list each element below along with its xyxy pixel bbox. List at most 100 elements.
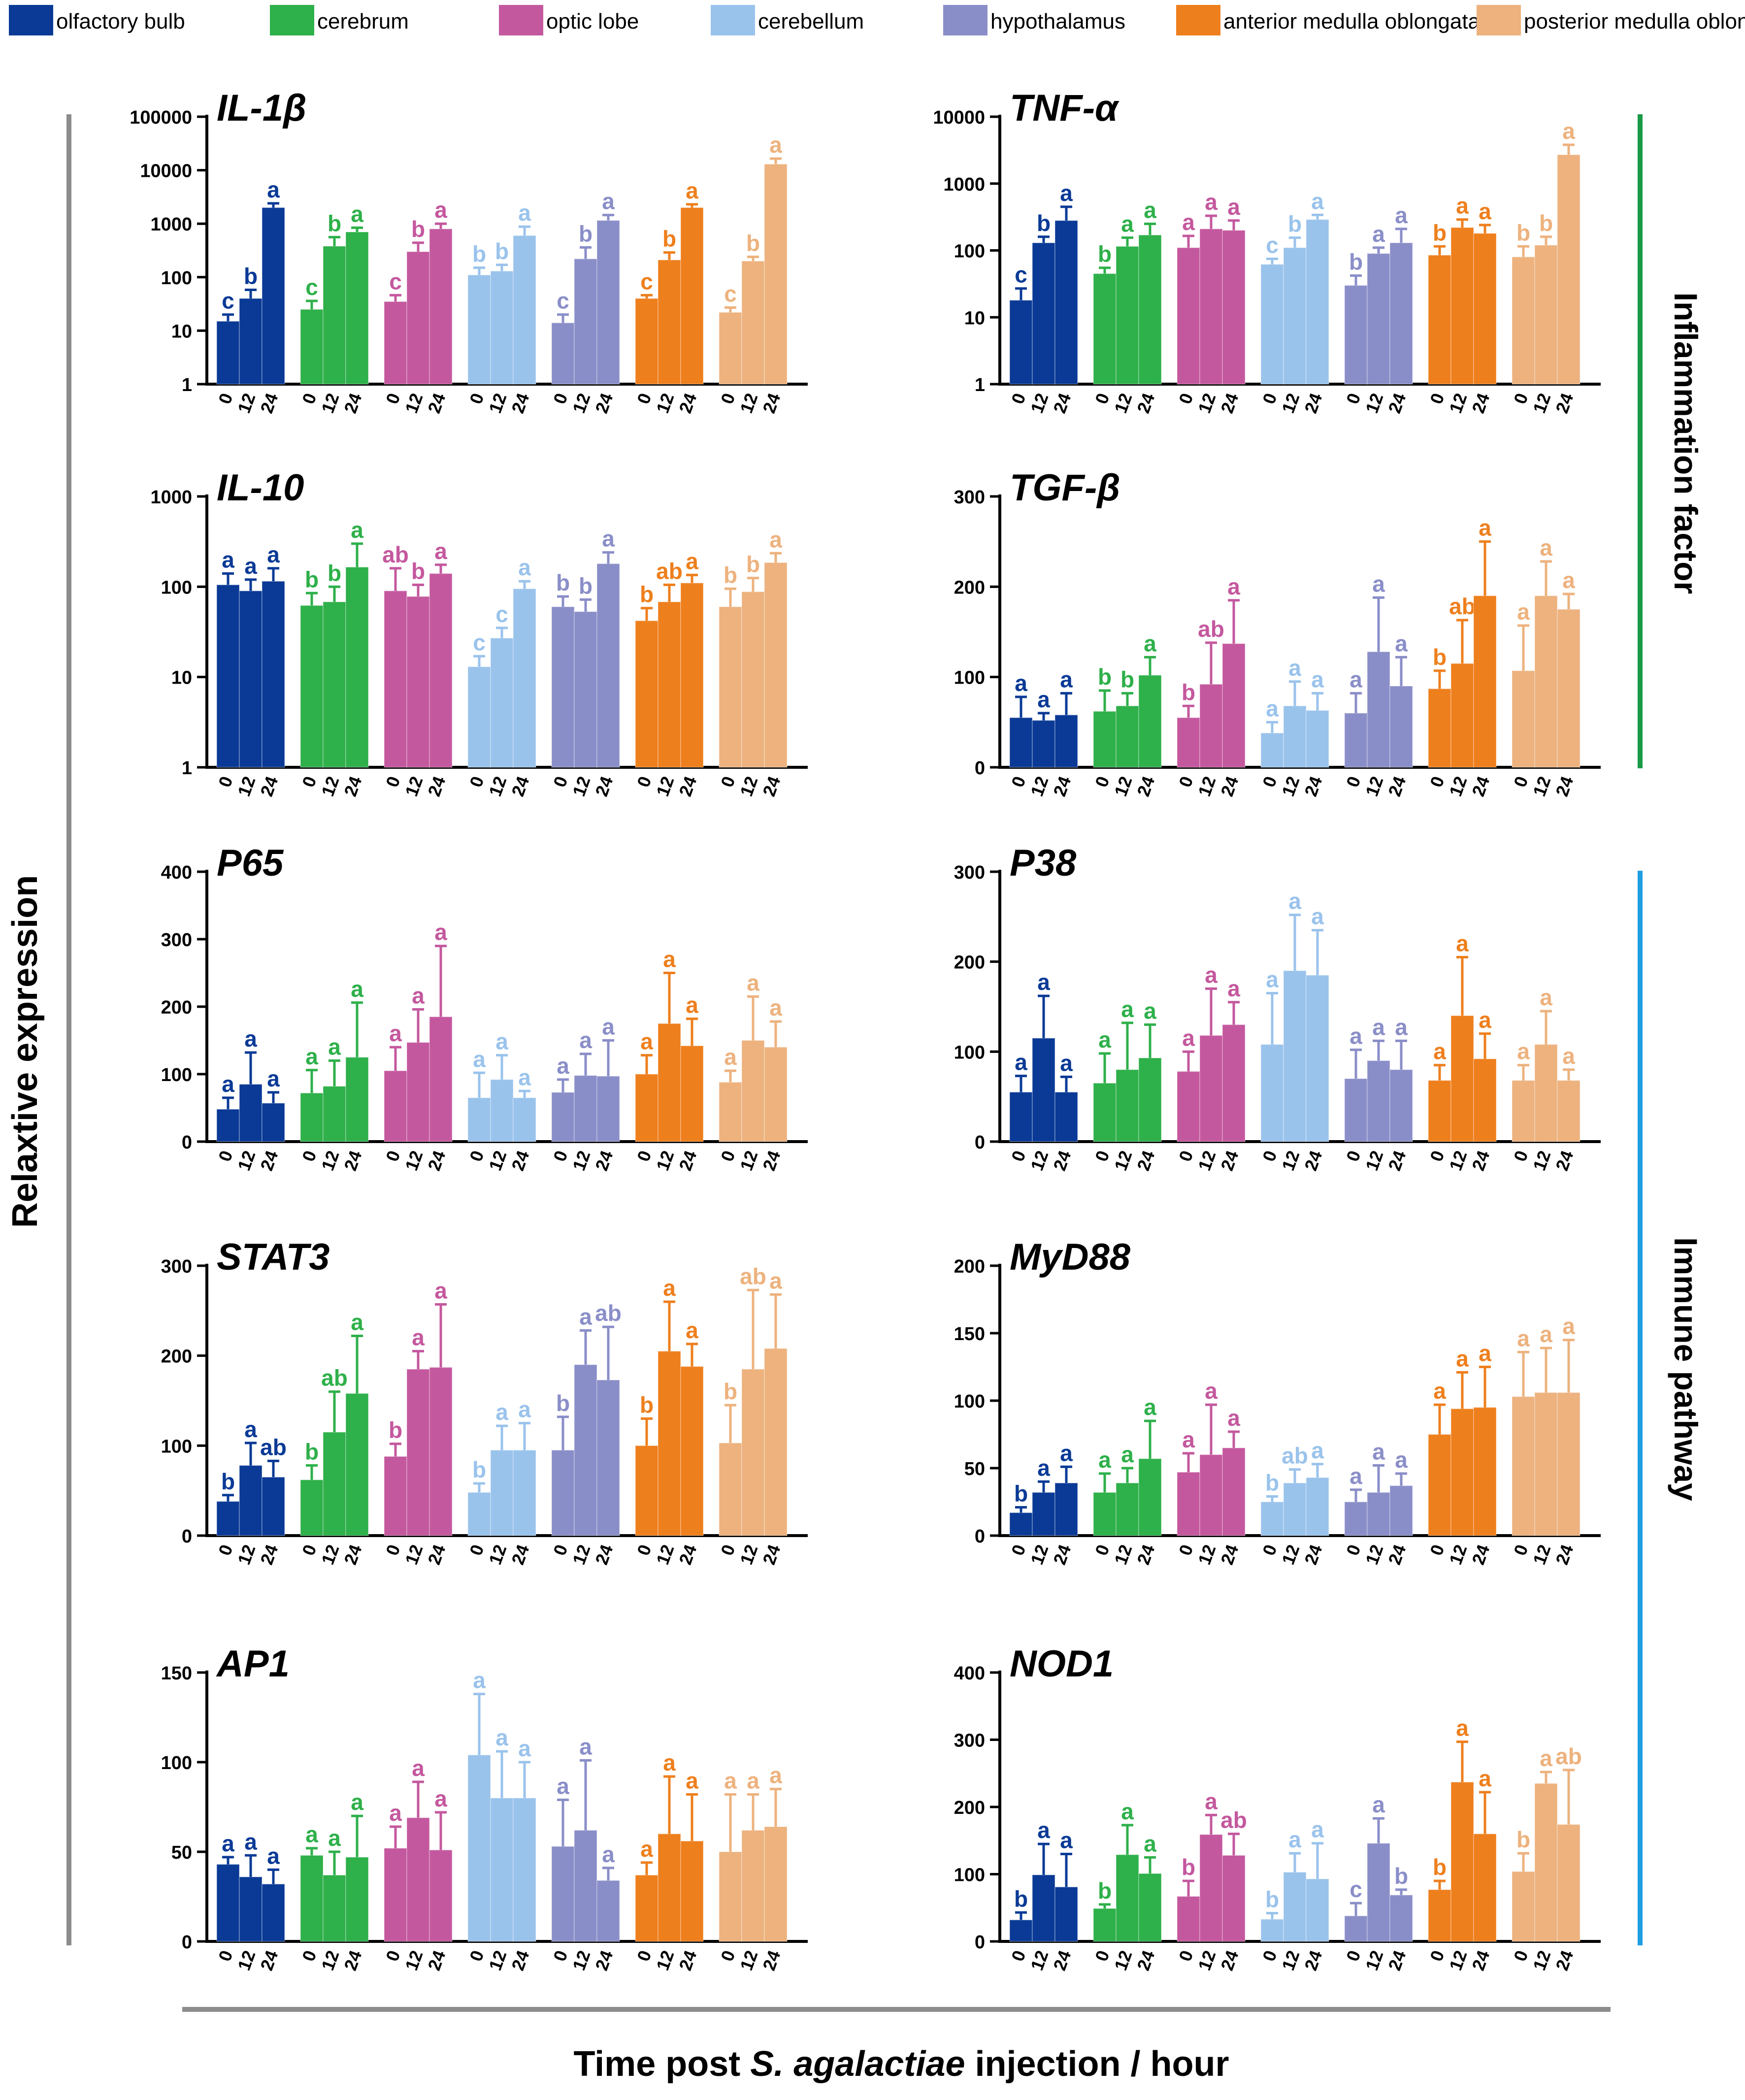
x-tick-label: 0 (1258, 774, 1281, 790)
bar-olfactory-bulb-24h (1054, 714, 1078, 768)
panel-title: AP1 (216, 1643, 290, 1685)
significance-letter: a (1060, 1828, 1073, 1853)
significance-letter: a (1456, 931, 1469, 956)
x-tick-label: 12 (485, 1948, 510, 1973)
significance-letter: a (1517, 1325, 1530, 1351)
panel-il-1: 1 10 100 1000 10000 100000 IL-1β c 0 b 12 a 24 c 0 b 12 a… (130, 87, 808, 416)
bar-posterior-medulla-oblongata-0h (719, 1443, 742, 1536)
bar-anterior-medulla-oblongata-24h (680, 207, 704, 385)
y-tick-label: 300 (161, 1256, 192, 1277)
x-tick-label: 24 (1049, 391, 1075, 416)
bar-cerebellum-24h (513, 1097, 536, 1142)
legend-label-cerebellum: cerebellum (758, 9, 864, 33)
x-tick-label: 0 (717, 774, 739, 790)
y-tick-label: 0 (182, 1932, 192, 1953)
significance-letter: a (1311, 1438, 1324, 1463)
legend-swatch-posterior-medulla-oblongata (1477, 5, 1521, 35)
bar-olfactory-bulb-24h (1054, 1091, 1078, 1142)
significance-letter: a (557, 1053, 569, 1079)
bar-olfactory-bulb-0h (1009, 1091, 1033, 1142)
bar-hypothalamus-12h (574, 258, 597, 385)
bar-cerebrum-12h (323, 1432, 346, 1536)
x-tick-label: 24 (424, 1948, 449, 1973)
significance-letter: a (305, 1044, 318, 1069)
x-tick-label: 0 (1175, 774, 1197, 790)
bar-hypothalamus-24h (596, 563, 620, 768)
significance-letter: b (1433, 644, 1447, 670)
bar-posterior-medulla-oblongata-0h (719, 1082, 742, 1142)
x-tick-label: 0 (298, 1542, 320, 1558)
bar-anterior-medulla-oblongata-24h (680, 1045, 704, 1142)
significance-letter: ab (382, 542, 409, 567)
significance-letter: b (1394, 1863, 1408, 1889)
x-tick-label: 24 (1468, 1542, 1493, 1568)
bar-posterior-medulla-oblongata-24h (1557, 1824, 1580, 1942)
significance-letter: b (1265, 1470, 1279, 1496)
x-tick-label: 0 (382, 1542, 404, 1558)
x-tick-label: 24 (758, 1948, 784, 1973)
x-tick-label: 12 (652, 1542, 678, 1568)
bar-cerebrum-0h (300, 1092, 324, 1142)
x-tick-label: 0 (298, 1148, 320, 1164)
bar-posterior-medulla-oblongata-12h (741, 1830, 765, 1942)
significance-letter: a (1540, 535, 1552, 560)
significance-letter: a (1205, 962, 1218, 987)
significance-letter: a (602, 189, 615, 214)
bar-cerebellum-0h (1260, 1919, 1284, 1942)
bar-cerebrum-24h (1138, 1873, 1162, 1942)
x-tick-label: 0 (549, 391, 571, 407)
significance-letter: a (328, 1034, 341, 1060)
significance-letter: c (389, 268, 402, 294)
significance-letter: a (1517, 599, 1530, 624)
bar-posterior-medulla-oblongata-12h (741, 1369, 765, 1536)
y-tick-label: 150 (161, 1663, 192, 1684)
significance-letter: a (724, 1044, 737, 1070)
x-tick-label: 24 (758, 774, 784, 799)
panel-tnf: 1 10 100 1000 10000 TNF-α c 0 b 12 a 24 b 0 a 12 a 24 a 0 a 1… (933, 87, 1601, 416)
x-tick-label: 24 (1217, 1948, 1242, 1973)
x-tick-label: 0 (1175, 391, 1197, 407)
significance-letter: a (1037, 1455, 1050, 1480)
panel-title: P38 (1010, 842, 1077, 884)
bar-anterior-medulla-oblongata-24h (1473, 233, 1497, 385)
significance-letter: a (1372, 221, 1385, 247)
significance-letter: a (1227, 194, 1240, 220)
significance-letter: b (1098, 664, 1112, 689)
legend: olfactory bulb cerebrum optic lobe cerebell… (9, 5, 1745, 35)
x-tick-label: 0 (1426, 774, 1448, 790)
bar-optic-lobe-24h (429, 1849, 453, 1942)
significance-letter: a (1098, 1027, 1111, 1052)
bar-olfactory-bulb-24h (1054, 1482, 1078, 1536)
bar-cerebellum-0h (467, 1097, 491, 1142)
panel-title: TNF-α (1010, 87, 1119, 129)
bar-optic-lobe-0h (1177, 247, 1200, 385)
bar-optic-lobe-24h (1222, 1024, 1246, 1142)
significance-letter: a (495, 1399, 508, 1425)
bar-olfactory-bulb-12h (1032, 1038, 1055, 1142)
significance-letter: a (769, 1268, 782, 1293)
significance-letter: a (495, 1725, 508, 1750)
bar-hypothalamus-0h (551, 1092, 575, 1142)
significance-letter: a (1060, 1050, 1073, 1076)
x-tick-label: 12 (1110, 1542, 1136, 1568)
significance-letter: a (518, 200, 531, 226)
significance-letter: b (1516, 1827, 1530, 1852)
x-tick-label: 12 (1529, 1148, 1554, 1174)
x-tick-label: 24 (591, 1948, 617, 1973)
bar-olfactory-bulb-0h (1009, 299, 1033, 385)
x-tick-label: 0 (1258, 1148, 1281, 1164)
significance-letter: ab (1282, 1443, 1308, 1469)
bar-cerebrum-24h (345, 1857, 369, 1942)
bar-posterior-medulla-oblongata-24h (764, 1047, 788, 1142)
bar-cerebrum-12h (1116, 705, 1139, 768)
significance-letter: a (1311, 667, 1324, 692)
x-tick-label: 12 (568, 391, 594, 416)
x-tick-label: 24 (1217, 774, 1242, 799)
x-tick-label: 24 (1133, 1542, 1158, 1568)
significance-letter: a (769, 526, 782, 552)
x-tick-label: 0 (1426, 1948, 1448, 1964)
significance-letter: a (1479, 198, 1491, 224)
bar-olfactory-bulb-12h (239, 1465, 263, 1536)
x-tick-label: 12 (652, 1948, 678, 1973)
x-tick-label: 24 (1551, 391, 1577, 416)
